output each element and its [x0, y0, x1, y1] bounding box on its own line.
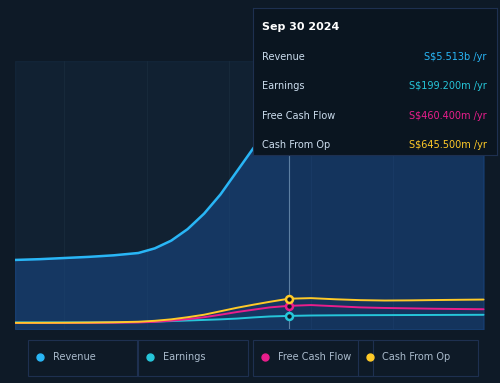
Bar: [15, 61, 288, 329]
Text: S$199.200m /yr: S$199.200m /yr: [409, 82, 486, 92]
Text: S$5.513b /yr: S$5.513b /yr: [424, 52, 486, 62]
Text: S$645.500m /yr: S$645.500m /yr: [409, 141, 486, 151]
Text: Free Cash Flow: Free Cash Flow: [278, 352, 351, 362]
Text: Earnings: Earnings: [162, 352, 205, 362]
Text: Revenue: Revenue: [262, 52, 305, 62]
Text: S$460.400m /yr: S$460.400m /yr: [409, 111, 486, 121]
Text: Earnings: Earnings: [262, 82, 305, 92]
Text: Revenue: Revenue: [52, 352, 95, 362]
Text: Cash From Op: Cash From Op: [262, 141, 330, 151]
Text: Past: Past: [258, 72, 284, 82]
Text: Cash From Op: Cash From Op: [382, 352, 451, 362]
Text: Analysts Forecasts: Analysts Forecasts: [296, 72, 399, 82]
Text: Free Cash Flow: Free Cash Flow: [262, 111, 336, 121]
Text: Sep 30 2024: Sep 30 2024: [262, 22, 340, 33]
